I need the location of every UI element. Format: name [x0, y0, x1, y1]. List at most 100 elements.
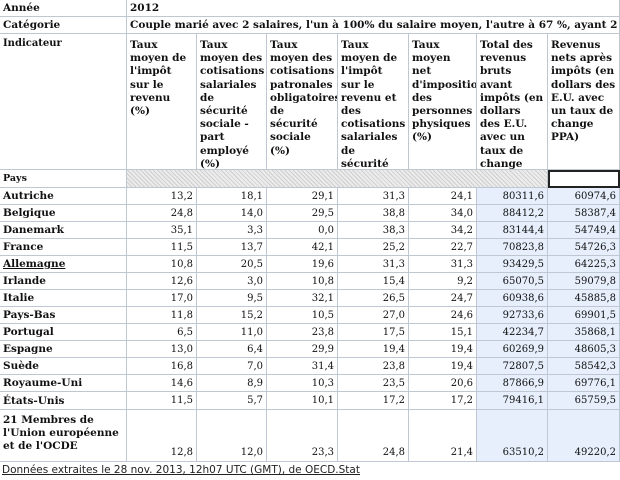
- table-cell: 42234,7: [477, 324, 548, 341]
- country-label: États-Unis: [0, 392, 127, 410]
- table-cell: 80311,6: [477, 188, 548, 205]
- table-cell: 34,0: [409, 205, 477, 222]
- table-cell: 19,4: [338, 341, 409, 358]
- annee-label: Année: [0, 0, 127, 17]
- table-cell: 17,0: [127, 290, 197, 307]
- table-cell: 58542,3: [548, 358, 620, 375]
- table-cell: 31,3: [409, 256, 477, 273]
- table-cell: 69776,1: [548, 375, 620, 392]
- table-cell: 54726,3: [548, 239, 620, 256]
- table-cell: 15,2: [197, 307, 267, 324]
- table-cell: 34,2: [409, 222, 477, 239]
- table-cell: 11,5: [127, 392, 197, 410]
- country-label: Danemark: [0, 222, 127, 239]
- pays-hatch-bar: [127, 170, 548, 188]
- table-cell: 25,2: [338, 239, 409, 256]
- table-cell: 32,1: [267, 290, 338, 307]
- annee-value: 2012: [127, 0, 620, 17]
- table-cell: 70823,8: [477, 239, 548, 256]
- table-cell: 45885,8: [548, 290, 620, 307]
- table-cell: 93429,5: [477, 256, 548, 273]
- table-cell: 49220,2: [548, 410, 620, 462]
- column-header: Total des revenus bruts avant impôts (en…: [477, 34, 548, 170]
- table-cell: 54749,4: [548, 222, 620, 239]
- table-cell: 29,5: [267, 205, 338, 222]
- table-cell: 79416,1: [477, 392, 548, 410]
- country-label: France: [0, 239, 127, 256]
- table-cell: 65070,5: [477, 273, 548, 290]
- table-cell: 0,0: [267, 222, 338, 239]
- table-cell: 92733,6: [477, 307, 548, 324]
- table-cell: 20,5: [197, 256, 267, 273]
- table-cell: 23,8: [338, 358, 409, 375]
- table-cell: 24,6: [409, 307, 477, 324]
- table-cell: 24,8: [127, 205, 197, 222]
- table-cell: 24,1: [409, 188, 477, 205]
- table-cell: 9,2: [409, 273, 477, 290]
- table-cell: 31,3: [338, 188, 409, 205]
- table-cell: 5,7: [197, 392, 267, 410]
- table-cell: 8,9: [197, 375, 267, 392]
- table-cell: 17,5: [338, 324, 409, 341]
- table-cell: 14,6: [127, 375, 197, 392]
- table-cell: 88412,2: [477, 205, 548, 222]
- table-cell: 58387,4: [548, 205, 620, 222]
- table-cell: 9,5: [197, 290, 267, 307]
- indicateur-label: Indicateur: [0, 34, 127, 170]
- column-header: Taux moyen de l'impôt sur le revenu (%): [127, 34, 197, 170]
- source-link[interactable]: Données extraites le 28 nov. 2013, 12h07…: [2, 464, 360, 476]
- country-label: Espagne: [0, 341, 127, 358]
- table-cell: 72807,5: [477, 358, 548, 375]
- column-header: Taux moyen de l'impôt sur le revenu et d…: [338, 34, 409, 170]
- column-header: Taux moyen des cotisations patronales ob…: [267, 34, 338, 170]
- table-cell: 19,4: [409, 358, 477, 375]
- table-cell: 18,1: [197, 188, 267, 205]
- table-cell: 87866,9: [477, 375, 548, 392]
- table-cell: 59079,8: [548, 273, 620, 290]
- table-cell: 6,5: [127, 324, 197, 341]
- table-cell: 11,0: [197, 324, 267, 341]
- table-cell: 12,6: [127, 273, 197, 290]
- table-cell: 15,1: [409, 324, 477, 341]
- table-cell: 3,0: [197, 273, 267, 290]
- table-cell: 13,2: [127, 188, 197, 205]
- country-label: Italie: [0, 290, 127, 307]
- table-cell: 10,5: [267, 307, 338, 324]
- table-cell: 65759,5: [548, 392, 620, 410]
- table-cell: 83144,4: [477, 222, 548, 239]
- table-cell: 10,8: [127, 256, 197, 273]
- table-cell: 19,6: [267, 256, 338, 273]
- table-cell: 38,3: [338, 222, 409, 239]
- table-cell: 38,8: [338, 205, 409, 222]
- selected-cell: [548, 170, 620, 188]
- table-cell: 24,7: [409, 290, 477, 307]
- table-cell: 48605,3: [548, 341, 620, 358]
- table-cell: 13,7: [197, 239, 267, 256]
- table-cell: 63510,2: [477, 410, 548, 462]
- country-label: Suède: [0, 358, 127, 375]
- column-header: Taux moyen net d'imposition des personne…: [409, 34, 477, 170]
- table-cell: 60269,9: [477, 341, 548, 358]
- table-cell: 23,5: [338, 375, 409, 392]
- table-cell: 19,4: [409, 341, 477, 358]
- table-cell: 13,0: [127, 341, 197, 358]
- table-cell: 7,0: [197, 358, 267, 375]
- country-label: Royaume-Uni: [0, 375, 127, 392]
- country-label: 21 Membres de l'Union européenne et de l…: [0, 410, 127, 462]
- table-cell: 15,4: [338, 273, 409, 290]
- country-label: Portugal: [0, 324, 127, 341]
- table-cell: 11,5: [127, 239, 197, 256]
- table-cell: 20,6: [409, 375, 477, 392]
- country-label: Pays-Bas: [0, 307, 127, 324]
- country-label: Irlande: [0, 273, 127, 290]
- table-cell: 23,8: [267, 324, 338, 341]
- table-cell: 12,0: [197, 410, 267, 462]
- table-cell: 10,3: [267, 375, 338, 392]
- table-cell: 22,7: [409, 239, 477, 256]
- table-cell: 60974,6: [548, 188, 620, 205]
- table-cell: 31,4: [267, 358, 338, 375]
- table-cell: 21,4: [409, 410, 477, 462]
- pays-label: Pays: [0, 170, 127, 188]
- table-cell: 35868,1: [548, 324, 620, 341]
- country-label: Autriche: [0, 188, 127, 205]
